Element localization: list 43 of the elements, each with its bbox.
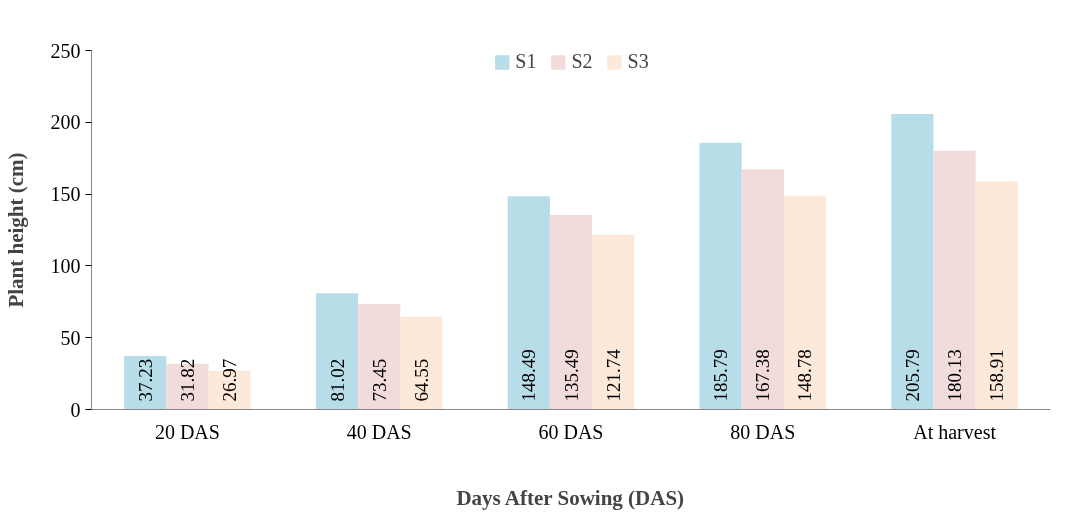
x-tick-label: At harvest xyxy=(913,420,997,443)
data-label: 73.45 xyxy=(368,358,390,402)
data-label: 135.49 xyxy=(560,349,582,402)
bar xyxy=(741,169,784,410)
x-tick-label: 60 DAS xyxy=(538,420,604,443)
bar xyxy=(975,181,1018,410)
bar xyxy=(507,196,550,410)
legend-label: S1 xyxy=(515,50,537,73)
x-tick-label: 20 DAS xyxy=(154,420,220,443)
data-label: 26.97 xyxy=(219,358,241,402)
data-label: 81.02 xyxy=(326,358,348,402)
y-tick-label: 0 xyxy=(70,398,81,421)
data-label: 148.78 xyxy=(794,349,816,402)
data-label: 148.49 xyxy=(518,349,540,402)
data-label: 31.82 xyxy=(176,358,198,402)
y-tick-label: 100 xyxy=(50,254,81,277)
bar xyxy=(549,214,593,410)
data-label: 167.38 xyxy=(752,349,774,402)
data-label: 180.13 xyxy=(944,349,966,402)
bar xyxy=(783,195,827,410)
data-label: 158.91 xyxy=(986,349,1008,402)
data-label: 37.23 xyxy=(134,358,156,402)
data-label: 121.74 xyxy=(602,348,624,402)
data-label: 205.79 xyxy=(901,349,923,402)
x-tick-label: 80 DAS xyxy=(730,420,796,443)
bar xyxy=(358,304,401,410)
y-tick-label: 250 xyxy=(50,39,81,62)
bar xyxy=(891,113,934,410)
bar xyxy=(592,234,635,410)
x-axis-title: Days After Sowing (DAS) xyxy=(456,485,685,510)
y-tick-label: 50 xyxy=(60,326,81,349)
x-tick-label: 40 DAS xyxy=(346,420,412,443)
y-tick-label: 200 xyxy=(50,111,81,134)
legend-label: S2 xyxy=(571,50,593,73)
y-axis-title: Plant height (cm) xyxy=(3,152,28,308)
data-label: 64.55 xyxy=(410,358,432,402)
legend-label: S3 xyxy=(627,50,649,73)
bar xyxy=(699,142,742,410)
bar xyxy=(400,316,443,410)
bar xyxy=(933,150,976,410)
data-label: 185.79 xyxy=(710,349,732,402)
y-tick-label: 150 xyxy=(50,183,81,206)
bar xyxy=(315,293,359,410)
